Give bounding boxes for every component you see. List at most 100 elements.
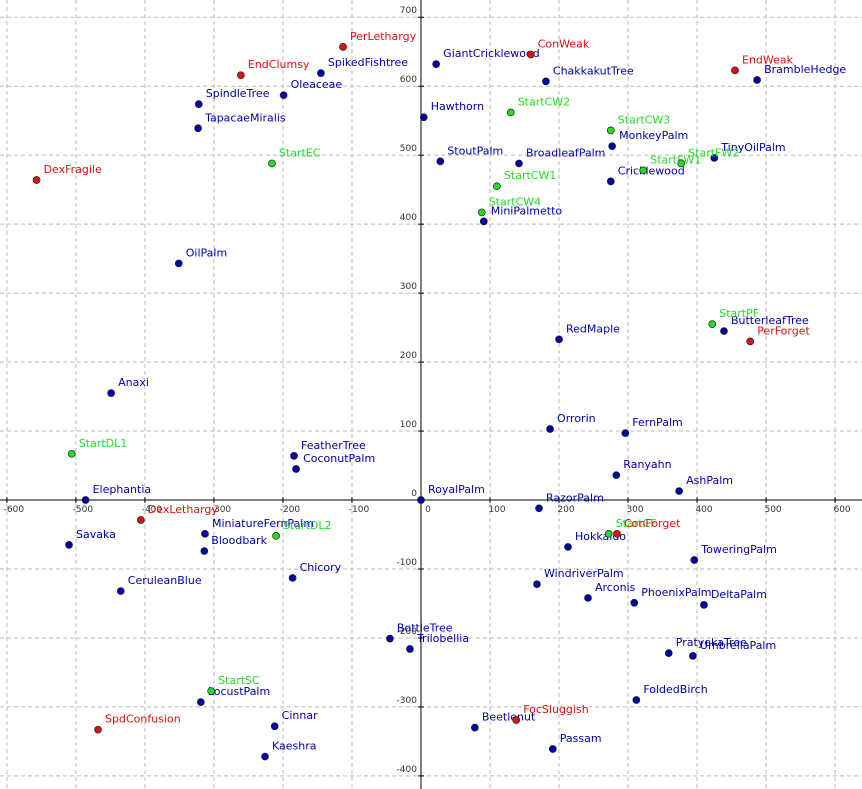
x-tick-label: 500 xyxy=(764,505,781,515)
point xyxy=(606,177,615,186)
point-label: ButterleafTree xyxy=(731,314,809,327)
point xyxy=(436,157,445,166)
point xyxy=(470,723,479,732)
point-label: WindriverPalm xyxy=(544,567,624,580)
point-label: CoconutPalm xyxy=(303,452,375,465)
point xyxy=(386,634,394,643)
point xyxy=(700,601,708,609)
point xyxy=(107,389,115,397)
point xyxy=(506,108,515,117)
x-tick-label: -100 xyxy=(349,505,370,515)
point-label: StartFW2 xyxy=(688,146,739,159)
point-label: PratyekaTree xyxy=(676,636,747,649)
point xyxy=(604,529,613,538)
point-label: RedMaple xyxy=(566,322,620,335)
point-label: PerForget xyxy=(757,324,810,337)
point-label: StartPF xyxy=(719,307,759,320)
y-tick-label: 100 xyxy=(400,420,417,430)
point-label: MonkeyPalm xyxy=(619,129,688,142)
point xyxy=(542,77,550,86)
x-tick-label: 300 xyxy=(626,505,643,515)
point-label: DexFragile xyxy=(44,163,102,176)
point-label: StoutPalm xyxy=(447,144,503,157)
point-label: CeruleanBlue xyxy=(128,574,202,587)
point xyxy=(67,449,76,458)
y-tick-label: -100 xyxy=(397,558,418,568)
point-label: RazorPalm xyxy=(546,491,604,504)
point-label: StartEC xyxy=(279,146,321,159)
point xyxy=(564,543,572,551)
point-label: UmbrellaPalm xyxy=(700,639,776,652)
point-label: PerLethargy xyxy=(350,30,417,43)
point-label: ConWeak xyxy=(538,37,590,50)
point-label: SpdConfusion xyxy=(105,713,181,726)
point xyxy=(339,43,347,51)
point-label: EndClumsy xyxy=(248,58,310,71)
point xyxy=(417,496,425,504)
point-label: LocustPalm xyxy=(208,685,270,698)
point-label: PhoenixPalm xyxy=(641,586,711,599)
point xyxy=(546,425,554,433)
point xyxy=(477,208,486,217)
point-label: StartCF xyxy=(616,517,657,530)
point xyxy=(94,725,102,734)
point-label: DexLethargy xyxy=(148,503,219,516)
point-label: Hawthorn xyxy=(431,100,484,113)
point xyxy=(690,556,699,564)
point xyxy=(237,71,245,80)
point-label: StartSC xyxy=(218,674,260,687)
x-tick-label: -400 xyxy=(142,505,163,515)
point-label: FeatherTree xyxy=(301,439,366,452)
point xyxy=(608,142,617,151)
point xyxy=(290,452,298,460)
y-tick-label: 400 xyxy=(400,213,417,223)
y-tick-label: 200 xyxy=(400,351,417,361)
point xyxy=(708,320,717,329)
point-label: SpindleTree xyxy=(206,87,270,100)
point-label: SpikedFishtree xyxy=(328,56,408,69)
x-tick-label: -300 xyxy=(211,505,232,515)
point-label: StartCW4 xyxy=(489,195,541,208)
point xyxy=(512,716,521,724)
point-label: StartCW3 xyxy=(618,113,670,126)
point xyxy=(606,126,615,135)
point-label: FocSluggish xyxy=(523,703,588,716)
point-label: Passam xyxy=(560,732,602,745)
point-label: GiantCricklewood xyxy=(443,47,540,60)
point-label: Oleaceae xyxy=(291,78,343,91)
x-tick-label: 0 xyxy=(425,505,431,515)
x-tick-label: -200 xyxy=(280,505,301,515)
point-label: MiniatureFernPalm xyxy=(212,517,314,530)
point xyxy=(419,113,428,122)
point xyxy=(677,159,686,168)
point-label: StartCW2 xyxy=(518,95,570,108)
point xyxy=(65,541,73,549)
point xyxy=(406,645,414,653)
point-label: StartDL2 xyxy=(283,519,331,532)
x-tick-label: 200 xyxy=(557,505,574,515)
point xyxy=(621,429,630,437)
x-tick-label: -600 xyxy=(4,505,25,515)
point xyxy=(81,496,90,504)
y-tick-label: 700 xyxy=(400,6,417,16)
point xyxy=(493,182,501,191)
point xyxy=(432,60,441,68)
point-label: StartCW1 xyxy=(504,169,556,182)
point-label: EndWeak xyxy=(742,53,794,66)
point-label: Orrorin xyxy=(557,412,596,425)
point xyxy=(515,159,523,168)
point xyxy=(689,652,697,660)
point xyxy=(136,516,145,524)
point-label: Cricklewood xyxy=(618,164,685,177)
point xyxy=(720,327,728,335)
point xyxy=(279,91,288,100)
point xyxy=(612,471,621,480)
point-label: Ranyahn xyxy=(623,458,671,471)
point-label: ToweringPalm xyxy=(700,543,777,556)
point xyxy=(526,50,535,59)
point xyxy=(194,124,202,133)
point-label: BottleTree xyxy=(397,622,453,635)
y-tick-label: -400 xyxy=(397,765,418,775)
point-label: OilPalm xyxy=(186,246,227,259)
